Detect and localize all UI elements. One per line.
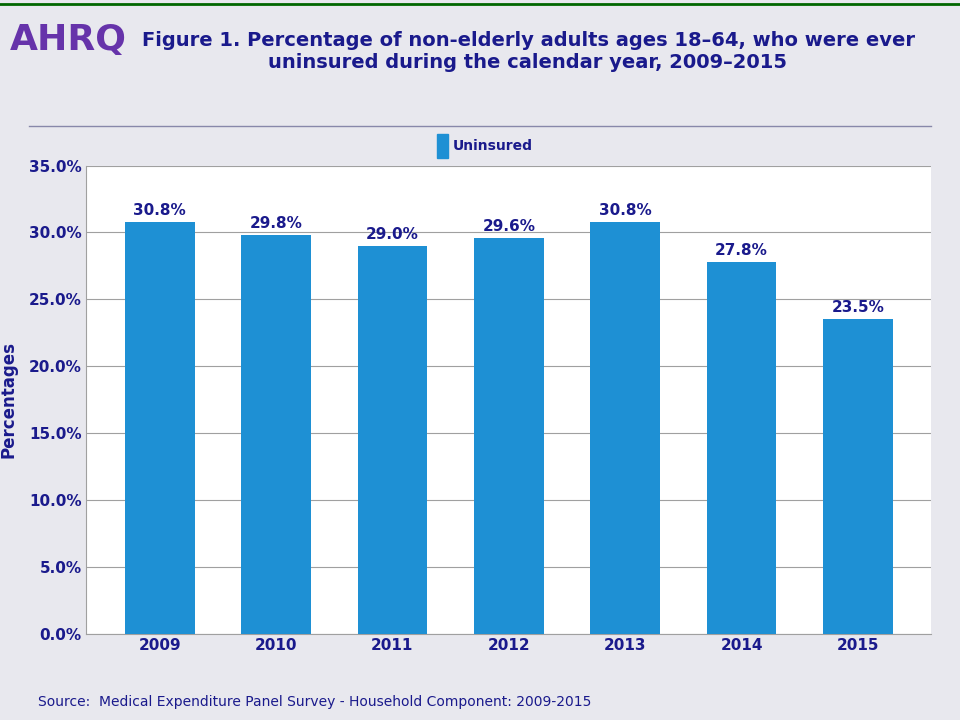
Y-axis label: Percentages: Percentages — [0, 341, 17, 458]
Text: Source:  Medical Expenditure Panel Survey - Household Component: 2009-2015: Source: Medical Expenditure Panel Survey… — [38, 696, 591, 709]
Text: 30.8%: 30.8% — [133, 203, 186, 217]
Text: AHRQ: AHRQ — [10, 23, 127, 57]
Bar — [241, 235, 311, 634]
Bar — [474, 238, 543, 634]
Text: 29.8%: 29.8% — [250, 216, 302, 231]
Text: 27.8%: 27.8% — [715, 243, 768, 258]
Bar — [357, 246, 427, 634]
Text: Uninsured: Uninsured — [453, 139, 533, 153]
Bar — [823, 320, 893, 634]
Text: 29.0%: 29.0% — [366, 227, 419, 242]
Text: 30.8%: 30.8% — [599, 203, 652, 217]
Bar — [437, 134, 448, 158]
Text: Figure 1. Percentage of non-elderly adults ages 18–64, who were ever
uninsured d: Figure 1. Percentage of non-elderly adul… — [141, 32, 915, 73]
Bar — [707, 262, 777, 634]
Bar — [590, 222, 660, 634]
Bar — [125, 222, 195, 634]
Text: 23.5%: 23.5% — [831, 300, 884, 315]
Text: 29.6%: 29.6% — [482, 219, 536, 234]
